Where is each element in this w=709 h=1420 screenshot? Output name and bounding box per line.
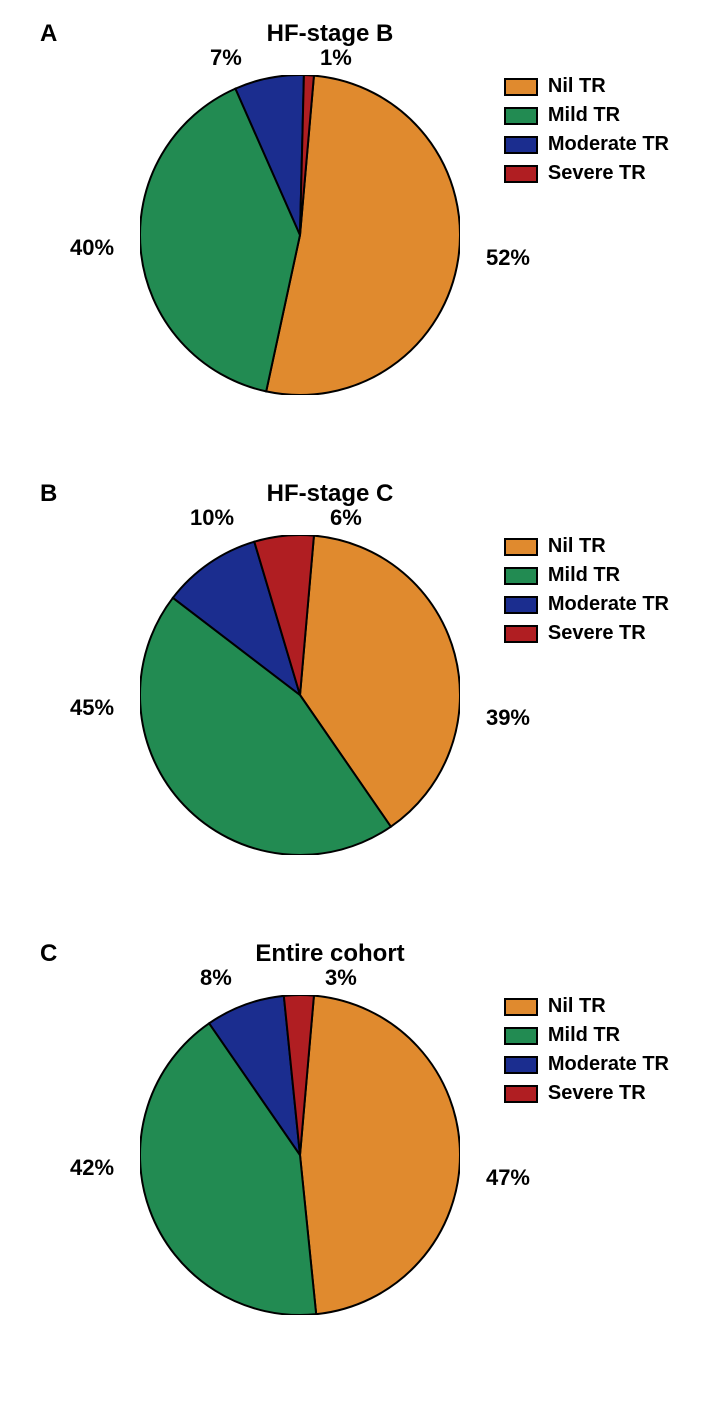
legend: Nil TR Mild TR Moderate TR Severe TR xyxy=(504,75,669,185)
legend-swatch-mild xyxy=(504,567,538,585)
pct-label-moderate: 7% xyxy=(210,45,242,71)
legend-row-severe: Severe TR xyxy=(504,162,669,185)
legend-swatch-mild xyxy=(504,1027,538,1045)
pie-slice-nil xyxy=(300,996,460,1315)
legend-label-moderate: Moderate TR xyxy=(548,133,669,156)
legend-label-severe: Severe TR xyxy=(548,1082,646,1105)
pie-svg xyxy=(140,995,460,1315)
legend: Nil TR Mild TR Moderate TR Severe TR xyxy=(504,535,669,645)
legend-swatch-moderate xyxy=(504,1056,538,1074)
legend-swatch-moderate xyxy=(504,596,538,614)
pct-label-nil: 47% xyxy=(486,1165,530,1191)
panel-letter: B xyxy=(40,480,57,508)
legend-swatch-moderate xyxy=(504,136,538,154)
panel-b: BHF-stage C39%45%10%6%Nil TRMild TRModer… xyxy=(20,480,689,900)
pct-label-severe: 3% xyxy=(325,965,357,991)
legend: Nil TR Mild TR Moderate TR Severe TR xyxy=(504,995,669,1105)
pct-label-nil: 39% xyxy=(486,705,530,731)
panel-letter: A xyxy=(40,20,57,48)
legend-row-nil: Nil TR xyxy=(504,75,669,98)
legend-swatch-nil xyxy=(504,538,538,556)
legend-swatch-severe xyxy=(504,165,538,183)
pct-label-moderate: 8% xyxy=(200,965,232,991)
pct-label-moderate: 10% xyxy=(190,505,234,531)
legend-row-mild: Mild TR xyxy=(504,1024,669,1047)
legend-row-nil: Nil TR xyxy=(504,995,669,1018)
legend-label-mild: Mild TR xyxy=(548,1024,620,1047)
legend-row-moderate: Moderate TR xyxy=(504,1053,669,1076)
pct-label-mild: 42% xyxy=(70,1155,114,1181)
legend-label-nil: Nil TR xyxy=(548,995,606,1018)
legend-swatch-nil xyxy=(504,78,538,96)
legend-swatch-nil xyxy=(504,998,538,1016)
pie-svg xyxy=(140,535,460,855)
panel-title: HF-stage C xyxy=(200,480,460,508)
pie-svg xyxy=(140,75,460,395)
legend-row-severe: Severe TR xyxy=(504,622,669,645)
pct-label-mild: 45% xyxy=(70,695,114,721)
legend-row-mild: Mild TR xyxy=(504,564,669,587)
legend-swatch-mild xyxy=(504,107,538,125)
legend-label-severe: Severe TR xyxy=(548,622,646,645)
legend-label-severe: Severe TR xyxy=(548,162,646,185)
legend-row-moderate: Moderate TR xyxy=(504,593,669,616)
figure-root: AHF-stage B52%40%7%1%Nil TRMild TRModera… xyxy=(20,20,689,1360)
legend-label-nil: Nil TR xyxy=(548,75,606,98)
legend-row-moderate: Moderate TR xyxy=(504,133,669,156)
legend-row-nil: Nil TR xyxy=(504,535,669,558)
pie-wrap: 52%40%7%1% xyxy=(140,75,460,395)
panel-letter: C xyxy=(40,940,57,968)
panel-title: Entire cohort xyxy=(200,940,460,968)
pie-wrap: 47%42%8%3% xyxy=(140,995,460,1315)
pct-label-nil: 52% xyxy=(486,245,530,271)
panel-a: AHF-stage B52%40%7%1%Nil TRMild TRModera… xyxy=(20,20,689,440)
pct-label-severe: 1% xyxy=(320,45,352,71)
legend-label-mild: Mild TR xyxy=(548,104,620,127)
pct-label-severe: 6% xyxy=(330,505,362,531)
pie-wrap: 39%45%10%6% xyxy=(140,535,460,855)
legend-row-mild: Mild TR xyxy=(504,104,669,127)
legend-swatch-severe xyxy=(504,625,538,643)
legend-row-severe: Severe TR xyxy=(504,1082,669,1105)
legend-label-nil: Nil TR xyxy=(548,535,606,558)
legend-label-moderate: Moderate TR xyxy=(548,1053,669,1076)
legend-swatch-severe xyxy=(504,1085,538,1103)
legend-label-moderate: Moderate TR xyxy=(548,593,669,616)
panel-c: CEntire cohort47%42%8%3%Nil TRMild TRMod… xyxy=(20,940,689,1360)
pct-label-mild: 40% xyxy=(70,235,114,261)
legend-label-mild: Mild TR xyxy=(548,564,620,587)
panel-title: HF-stage B xyxy=(200,20,460,48)
